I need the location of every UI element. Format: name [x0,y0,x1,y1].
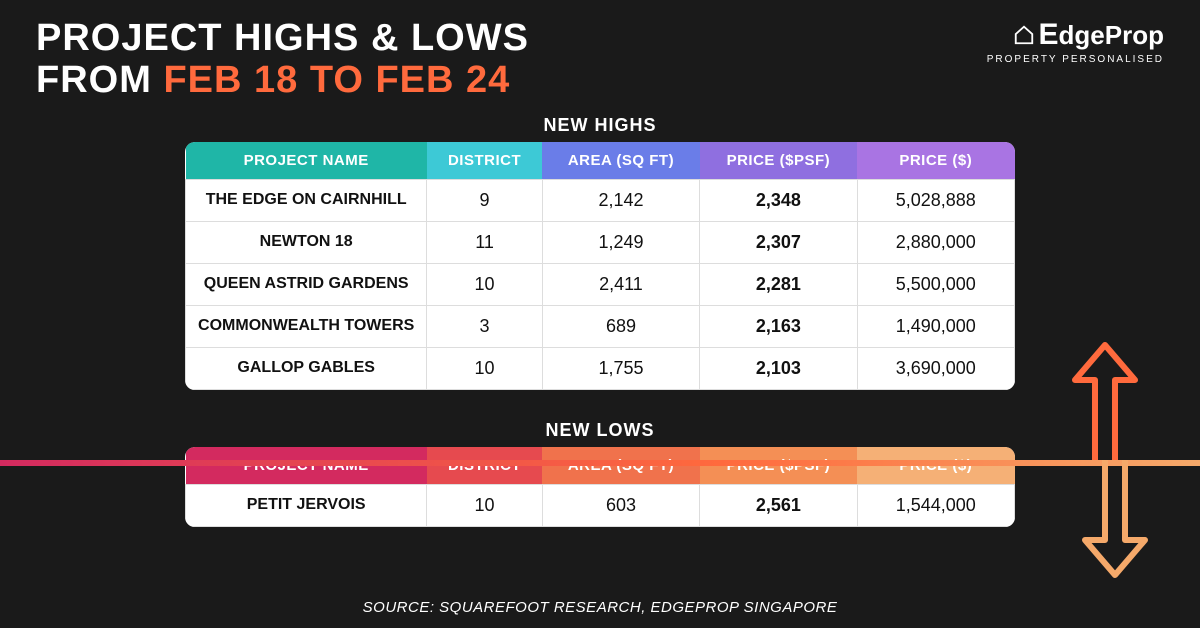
house-icon [1013,24,1035,46]
table-cell: 2,142 [542,180,699,222]
table-cell: 10 [427,485,542,527]
header: PROJECT HIGHS & LOWS FROM FEB 18 TO FEB … [36,18,1164,102]
divider-line [0,460,1200,466]
up-down-arrows-icon [1050,330,1170,590]
table-cell: NEWTON 18 [186,222,427,264]
table-cell: 1,755 [542,348,699,390]
table-cell: 689 [542,306,699,348]
table-cell: 5,500,000 [857,264,1014,306]
title-prefix: FROM [36,59,163,101]
table-row: PETIT JERVOIS106032,5611,544,000 [186,485,1015,527]
column-header: PROJECT NAME [186,142,427,180]
table-row: QUEEN ASTRID GARDENS102,4112,2815,500,00… [186,264,1015,306]
brand-name: EdgeProp [1039,18,1164,52]
table-cell: QUEEN ASTRID GARDENS [186,264,427,306]
table-cell: 2,348 [700,180,857,222]
table-cell: 10 [427,348,542,390]
column-header: PRICE ($PSF) [700,142,857,180]
table-cell: 5,028,888 [857,180,1014,222]
table-row: THE EDGE ON CAIRNHILL92,1422,3485,028,88… [186,180,1015,222]
title-line1: PROJECT HIGHS & LOWS [36,18,529,60]
table-row: COMMONWEALTH TOWERS36892,1631,490,000 [186,306,1015,348]
table-cell: 2,103 [700,348,857,390]
table-cell: 1,544,000 [857,485,1014,527]
table-cell: 3,690,000 [857,348,1014,390]
column-header: DISTRICT [427,142,542,180]
table-cell: 9 [427,180,542,222]
table-cell: 2,281 [700,264,857,306]
table-cell: 2,163 [700,306,857,348]
table-cell: THE EDGE ON CAIRNHILL [186,180,427,222]
table-cell: 2,411 [542,264,699,306]
brand-logo: EdgeProp PROPERTY PERSONALISED [987,18,1164,65]
table-cell: 1,249 [542,222,699,264]
highs-label: NEW HIGHS [543,115,656,136]
brand-tagline: PROPERTY PERSONALISED [987,54,1164,65]
lows-label: NEW LOWS [546,420,655,441]
title-block: PROJECT HIGHS & LOWS FROM FEB 18 TO FEB … [36,18,529,102]
table-cell: 2,880,000 [857,222,1014,264]
highs-table: PROJECT NAMEDISTRICTAREA (SQ FT)PRICE ($… [185,142,1015,390]
table-cell: GALLOP GABLES [186,348,427,390]
table-row: GALLOP GABLES101,7552,1033,690,000 [186,348,1015,390]
lows-table: PROJECT NAMEDISTRICTAREA (SQ FT)PRICE ($… [185,447,1015,527]
table-cell: PETIT JERVOIS [186,485,427,527]
table-cell: 1,490,000 [857,306,1014,348]
table-cell: 11 [427,222,542,264]
table-cell: COMMONWEALTH TOWERS [186,306,427,348]
table-row: NEWTON 18111,2492,3072,880,000 [186,222,1015,264]
title-line2: FROM FEB 18 TO FEB 24 [36,60,529,102]
table-cell: 2,561 [700,485,857,527]
title-dates: FEB 18 TO FEB 24 [163,59,510,101]
column-header: AREA (SQ FT) [542,142,699,180]
table-cell: 10 [427,264,542,306]
table-cell: 603 [542,485,699,527]
column-header: PRICE ($) [857,142,1014,180]
source-text: SOURCE: SQUAREFOOT RESEARCH, EDGEPROP SI… [0,599,1200,616]
table-cell: 2,307 [700,222,857,264]
table-cell: 3 [427,306,542,348]
